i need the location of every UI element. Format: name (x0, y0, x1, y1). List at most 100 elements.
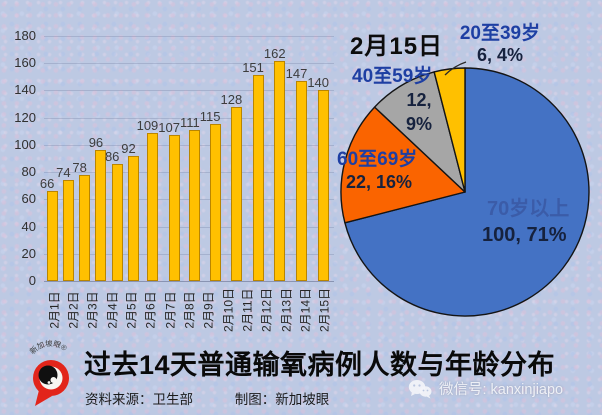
y-tick-label: 140 (14, 82, 36, 98)
bar-column: 74 (56, 36, 76, 281)
bar-value-label: 109 (136, 117, 159, 133)
y-tick-label: 40 (21, 218, 36, 234)
bar-value-label: 162 (263, 45, 286, 61)
bar-column: 86 (105, 36, 125, 281)
pie-date-title: 2月15日 (350, 33, 444, 60)
y-tick-label: 180 (14, 28, 36, 43)
x-tick-label: 2月5日 (124, 291, 139, 329)
x-tick: 2月9日 (199, 284, 218, 342)
bar-value-label: 115 (199, 109, 221, 125)
wechat-id-text: 微信号: kanxinjiapo (439, 382, 564, 398)
pie-label-20-39: 20至39岁 6, 4% (452, 18, 548, 66)
bar (127, 155, 139, 281)
x-tick-label: 2月6日 (143, 291, 158, 329)
y-tick-label: 20 (21, 245, 36, 261)
y-tick-label: 60 (21, 191, 36, 207)
gridline (44, 63, 334, 65)
bar-value-label: 140 (307, 75, 330, 91)
logo-arc-text: 新加坡眼® (27, 338, 69, 356)
x-tick-label: 2月12日 (259, 287, 274, 333)
x-tick: 2月3日 (83, 284, 102, 342)
pie-label-70plus-age: 70岁以上 (487, 198, 570, 220)
bar-chart-y-axis: 180 160 140 120 100 80 60 40 20 0 (4, 28, 40, 288)
x-tick-label: 2月13日 (279, 287, 294, 333)
x-tick-label: 2月3日 (85, 291, 100, 329)
pie-slice-60至69岁 (340, 106, 466, 224)
x-tick: 2月5日 (121, 284, 140, 342)
bar-value-label: 96 (88, 135, 104, 151)
bar-value-label: 128 (220, 91, 243, 107)
x-tick-label: 2月7日 (163, 291, 178, 329)
x-tick: 2月12日 (257, 284, 276, 342)
gridline (44, 226, 334, 228)
pie-label-60-69-value: 22, 16% (346, 172, 413, 192)
bar-chart-plot: 66 74 78 96 86 92 109 107 111 115 128 151 162 147 140 (40, 36, 334, 282)
pie (340, 67, 590, 317)
pie-slice-20至39岁 (433, 67, 466, 193)
gridline (44, 90, 334, 92)
logo-highlight (50, 377, 57, 383)
bar-column: 147 (286, 36, 313, 281)
gridline (44, 253, 334, 255)
gridline (44, 199, 334, 201)
wechat-icon (408, 379, 432, 398)
bar-value-label: 92 (121, 140, 136, 156)
bar (230, 106, 242, 281)
wechat-watermark: 微信号: kanxinjiapo (408, 378, 563, 399)
x-tick-label: 2月14日 (298, 287, 313, 333)
bar-column: 96 (89, 36, 109, 281)
x-tick-label: 2月11日 (240, 288, 255, 332)
pie-label-70plus-value: 100, 71% (482, 224, 567, 246)
pie-label-60-69-age: 60至69岁 (337, 149, 418, 170)
bar (274, 60, 286, 281)
x-tick-label: 2月9日 (201, 291, 216, 329)
x-tick-label: 2月8日 (182, 291, 197, 329)
bar (252, 75, 264, 281)
x-tick-label: 2月10日 (221, 287, 236, 333)
bar-column: 162 (264, 36, 291, 281)
bar-value-label: 66 (39, 176, 55, 192)
bar-column: 107 (158, 36, 185, 281)
bar-value-label: 147 (285, 65, 308, 81)
xinjiapoyan-logo: 新加坡眼® (27, 338, 69, 406)
bar (111, 163, 123, 281)
bar-column: 109 (137, 36, 164, 281)
pie-slice-70岁以上 (344, 67, 590, 317)
x-tick: 2月7日 (160, 284, 179, 342)
bar-value-label: 151 (242, 60, 264, 76)
x-tick-label: 2月4日 (105, 291, 120, 329)
pie-label-20-39-value: 6, 4% (476, 45, 524, 65)
bar-value-label: 74 (56, 165, 71, 181)
bar (209, 124, 221, 281)
x-tick-label: 2月2日 (66, 291, 81, 329)
bar (146, 132, 158, 281)
bar-column: 92 (121, 36, 141, 281)
x-tick: 2月10日 (218, 284, 237, 342)
bar-column: 128 (221, 36, 248, 281)
logo-bubble-tail (35, 390, 52, 406)
x-tick: 2月13日 (276, 284, 295, 342)
bar-value-label: 107 (158, 120, 180, 136)
gridline (44, 117, 334, 119)
x-tick-label: 2月15日 (317, 287, 332, 333)
pie-label-40-59-age: 40至59岁 (352, 66, 433, 87)
bar-column: 78 (72, 36, 93, 281)
x-tick: 2月8日 (179, 284, 198, 342)
y-tick-label: 160 (14, 55, 36, 71)
credit-label: 制图：新加坡眼 (234, 392, 330, 407)
gridline (44, 144, 334, 146)
bar (317, 90, 329, 281)
bar (46, 191, 58, 281)
bar-column: 66 (40, 36, 60, 281)
bar-column: 140 (307, 36, 334, 281)
bar-column: 111 (180, 36, 205, 281)
gridline (44, 36, 334, 37)
bar (189, 129, 201, 281)
bar (79, 174, 91, 281)
x-tick: 2月1日 (44, 284, 63, 342)
source-row: 资料来源：卫生部 制图：新加坡眼 (85, 388, 329, 408)
bar-column: 115 (200, 36, 226, 281)
bars: 66 74 78 96 86 92 109 107 111 115 128 151 162 147 140 (40, 36, 334, 281)
bar-chart-x-axis: 2月1日 2月2日 2月3日 2月4日 2月5日 2月6日 2月7日 2月8日 2月9日 2月10… (44, 284, 334, 342)
